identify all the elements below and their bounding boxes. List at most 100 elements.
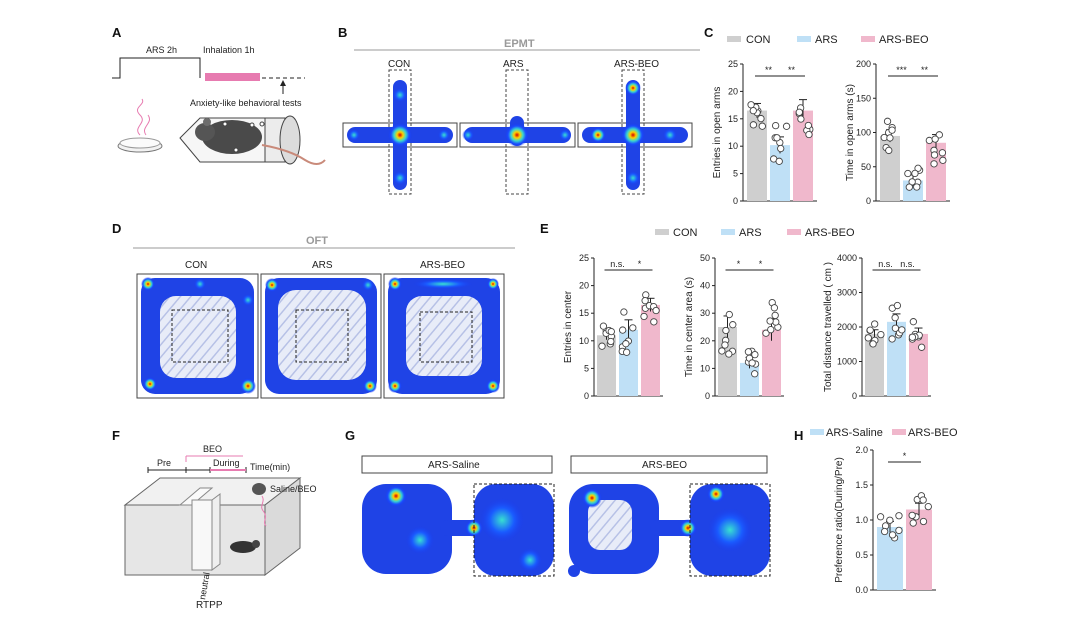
panel-label-c: C [704,25,714,40]
data-point [771,311,779,320]
sig-label: ** [788,65,796,75]
y-tick-label: 0 [852,391,857,401]
y-tick-label: 150 [856,93,871,103]
sig-label: n.s. [900,259,915,269]
y-tick-label: 10 [700,363,710,373]
data-point [931,135,939,143]
legend-swatch-ars [797,36,811,42]
panel-label-d: D [112,221,121,236]
data-point [888,531,897,539]
data-point [891,314,899,322]
sig-label: * [759,259,763,269]
sig-label: * [903,451,907,461]
data-point [905,183,913,191]
y-tick-label: 15 [579,308,589,318]
data-point [908,511,916,520]
y-axis-label: Entries in open arms [712,87,723,179]
y-tick-label: 5 [733,169,738,179]
pre-label: Pre [157,458,171,468]
sig-label: * [638,259,642,269]
data-point [919,517,928,526]
data-point [877,330,885,339]
panel-a-timeline: ARS 2h Inhalation 1h Anxiety-like behavi… [112,45,305,108]
legend-swatch-con [727,36,741,42]
sig-label: *** [896,65,907,75]
y-tick-label: 20 [579,281,589,291]
chart-preference-ratio: 0.0 0.5 1.0 1.5 2.0 Preference ratio(During/P… [834,445,936,595]
panel-label-h: H [794,428,803,443]
legend-c: CON ARS ARS-BEO [727,34,929,46]
legend-label-arsbeo: ARS-BEO [879,34,929,46]
panel-label-a: A [112,25,122,40]
data-point [864,334,872,342]
y-tick-label: 2000 [837,322,857,332]
data-point [891,324,900,332]
sig-label: ** [921,65,929,75]
data-point [725,310,733,319]
epmt-title: EPMT [504,38,535,50]
epmt-label-con: CON [388,59,410,70]
y-tick-label: 0 [866,196,871,206]
data-point [886,134,894,142]
legend-e-swatch-ars [721,229,735,235]
data-point [744,348,753,356]
data-point [641,296,649,305]
data-point [917,343,926,351]
rtpp-heatmap-saline [362,483,555,577]
y-tick-label: 10 [728,141,738,151]
y-tick-label: 3000 [837,288,857,298]
data-point [895,526,903,535]
legend-label-con: CON [746,34,771,46]
data-point [909,318,918,326]
data-point [782,122,791,130]
y-tick-label: 50 [861,162,871,172]
data-point [888,335,896,343]
y-tick-label: 0.0 [855,585,868,595]
bar-con [747,110,767,201]
sig-label: n.s. [878,259,893,269]
g-header-beo [570,455,768,474]
data-point [795,108,803,116]
y-tick-label: 25 [579,253,589,263]
data-point [749,106,757,115]
bar-con [880,135,900,201]
sig-label: n.s. [610,259,625,269]
y-tick-label: 100 [856,128,871,138]
legend-e-label-ars: ARS [739,227,762,239]
restraint-tube-icon [179,115,326,165]
y-tick-label: 0 [733,196,738,206]
saline-beo-label: Saline/BEO [270,484,317,494]
data-point [866,326,874,334]
y-tick-label: 2.0 [855,445,868,455]
mouse-icon [202,120,262,154]
data-point [885,146,893,155]
g-label-beo: ARS-BEO [642,460,687,471]
data-point [888,126,896,134]
oft-title: OFT [306,235,328,247]
inhalation-label: Inhalation 1h [203,45,255,55]
data-point [876,513,885,521]
data-point [771,121,780,130]
data-point [775,157,783,165]
data-point [930,151,939,159]
data-point [925,136,933,145]
data-point [622,348,631,356]
panel-label-b: B [338,25,347,40]
chart-entries-center: 0 5 10 15 20 25 Entries in center n.s. * [563,253,663,401]
epmt-maze-arsbeo [577,69,693,195]
y-tick-label: 10 [579,336,589,346]
data-point [757,114,765,123]
ars-2h-label: ARS 2h [146,45,177,55]
y-tick-label: 1000 [837,357,857,367]
y-tick-label: 15 [728,114,738,124]
during-label: During [213,458,240,468]
legend-e-label-con: CON [673,227,698,239]
y-tick-label: 50 [700,253,710,263]
panel-a-illustration [117,98,326,165]
data-point [797,115,805,123]
data-point [935,131,943,139]
chart-entries-open-arms: 0 5 10 15 20 25 Entries in open arms ** ** [712,59,817,206]
